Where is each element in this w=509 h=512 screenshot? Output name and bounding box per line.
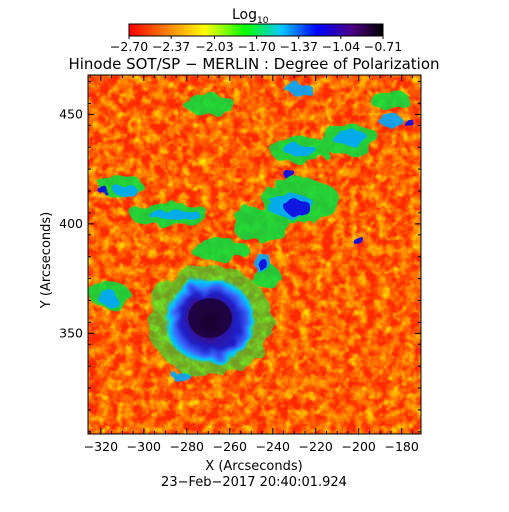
plot-frame [87, 74, 422, 435]
x-tick-label: −180 [384, 439, 418, 454]
figure-title: Hinode SOT/SP − MERLIN : Degree of Polar… [68, 55, 439, 73]
y-tick-label: 450 [59, 106, 83, 121]
x-tick-label: −240 [256, 439, 290, 454]
sunspot [148, 265, 272, 377]
x-axis-label: X (Arcseconds) [205, 459, 302, 474]
y-tick-label: 400 [59, 216, 83, 231]
y-axis-ticks: 450 400 350 [59, 81, 421, 433]
x-tick-label: −280 [170, 439, 204, 454]
timestamp: 23−Feb−2017 20:40:01.924 [161, 475, 347, 490]
colorbar-tick-label: −2.03 [195, 39, 233, 54]
colorbar-tick-label: −2.37 [152, 39, 190, 54]
plage-network [90, 84, 415, 381]
colorbar-tick-label: −1.37 [280, 39, 318, 54]
x-tick-label: −200 [342, 439, 376, 454]
x-tick-label: −320 [84, 439, 118, 454]
polarization-map [88, 75, 421, 434]
y-axis-label: Y (Arcseconds) [39, 212, 54, 309]
colorbar-tick-label: −1.04 [322, 39, 360, 54]
colorbar-label: Log10 [232, 7, 269, 26]
x-tick-label: −220 [299, 439, 333, 454]
colorbar-tick-label: −0.71 [364, 39, 402, 54]
x-tick-label: −260 [213, 439, 247, 454]
colorbar-tick-label: −1.70 [237, 39, 275, 54]
y-tick-label: 350 [59, 325, 83, 340]
colorbar-ticks: −2.70 −2.37 −2.03 −1.70 −1.37 −1.04 −0.71 [110, 36, 402, 54]
x-tick-label: −300 [127, 439, 161, 454]
colorbar-tick-label: −2.70 [110, 39, 148, 54]
x-axis-ticks: −320 −300 −280 −260 −240 −220 −200 −180 [84, 75, 419, 454]
colorbar [128, 23, 384, 37]
